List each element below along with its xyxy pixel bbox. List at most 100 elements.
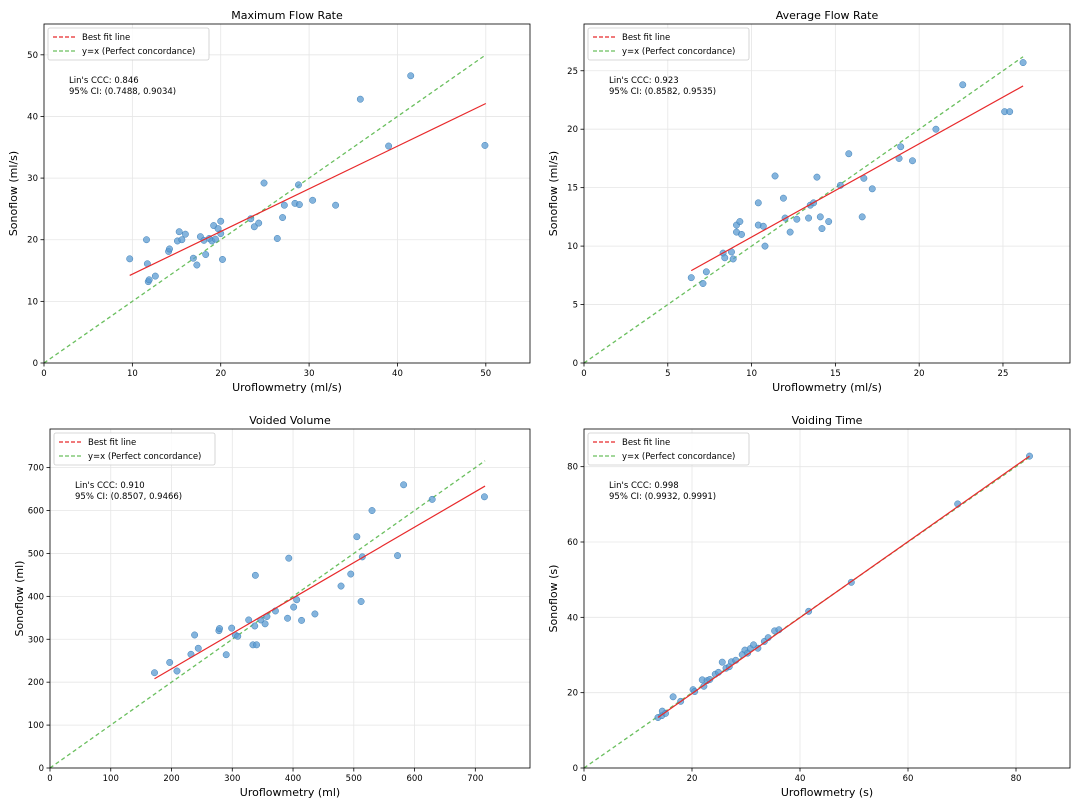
data-point [295,181,302,189]
y-tick-label: 40 [567,613,578,623]
data-point [216,625,223,632]
x-tick-label: 500 [346,774,362,784]
y-tick-label: 0 [33,359,38,369]
chart-panel-3: 0 100 200 300 400 500 600 700 0 100 200 300 400 500 60… [13,414,531,799]
data-point [805,214,813,222]
best-fit-line [154,485,486,680]
y-axis-label: Sonoflow (s) [547,565,560,633]
data-point [189,254,197,262]
y-tick-label: 500 [28,549,44,559]
data-point [771,172,779,180]
data-point [729,255,737,263]
axes-frame [43,23,531,364]
data-point [897,143,905,151]
data-point [959,81,967,89]
data-point [228,624,236,632]
data-point [175,228,183,236]
data-point [261,620,269,628]
identity-line [44,54,487,363]
legend-fit-label: Best fit line [622,33,670,43]
data-point [481,141,489,149]
plot-area [584,56,1027,363]
y-axis-label: Sonoflow (ml/s) [7,151,20,236]
data-point [400,481,408,489]
data-point [217,217,225,225]
data-point [194,644,202,652]
data-point [251,622,259,630]
data-point [932,125,940,133]
data-point [151,272,159,280]
x-axis-label: Uroflowmetry (ml) [240,786,340,799]
data-point [290,603,298,611]
x-tick-label: 15 [830,369,841,379]
legend-box [47,27,210,61]
y-tick-label: 0 [39,764,44,774]
x-tick-label: 80 [1011,774,1022,784]
data-point [222,651,230,659]
data-point [211,235,219,243]
identity-line [584,56,1024,363]
x-tick-label: 20 [687,774,698,784]
data-point [173,667,181,675]
best-fit-line [690,85,1024,272]
data-point [255,219,263,227]
best-fit-line [129,102,487,277]
plot-area [50,460,488,768]
data-point [337,582,345,590]
x-tick-label: 100 [103,774,119,784]
best-fit-line [657,455,1030,719]
data-point [699,280,707,287]
chart-title: Maximum Flow Rate [231,9,343,22]
data-point [347,570,355,578]
legend-box [587,27,750,61]
data-point [260,179,268,187]
y-tick-label: 50 [27,51,38,61]
data-point [193,261,201,269]
data-point [332,201,340,209]
y-tick-label: 400 [28,592,44,602]
ccc-text: Lin's CCC: 0.923 [609,76,679,86]
data-point [143,236,150,244]
data-point [285,554,293,562]
data-point [818,225,826,233]
x-tick-label: 10 [127,369,138,379]
data-point [702,268,710,276]
data-point [687,274,695,282]
x-tick-label: 5 [665,369,670,379]
data-point [293,596,301,604]
data-point [181,230,189,238]
ci-text: 95% CI: (0.8507, 0.9466) [75,492,182,502]
data-point [786,228,794,236]
y-tick-label: 5 [573,301,578,311]
chart-panel-2: 0 5 10 15 20 25 0 5 10 15 20 25 Average Flow Rate Uro… [547,9,1071,394]
data-point [357,598,365,605]
data-point [280,201,288,209]
x-tick-label: 25 [998,369,1009,379]
data-point [845,150,853,158]
data-point [178,236,186,244]
ccc-text: Lin's CCC: 0.846 [69,76,139,86]
data-point [793,215,801,223]
data-point [219,256,226,263]
y-tick-label: 10 [567,242,578,252]
data-point [813,173,821,181]
data-point [356,95,364,103]
data-point [202,251,210,258]
y-tick-label: 20 [27,236,38,246]
x-tick-label: 300 [224,774,240,784]
data-point [251,571,259,579]
data-point [166,658,174,666]
y-tick-label: 20 [567,689,578,699]
data-point [428,495,436,503]
data-point [145,276,153,284]
data-point [718,658,726,666]
legend-identity-label: y=x (Perfect concordance) [622,452,735,462]
x-tick-label: 30 [304,369,315,379]
ci-text: 95% CI: (0.9932, 0.9991) [609,492,716,502]
x-tick-label: 10 [746,369,757,379]
y-tick-label: 40 [27,112,38,122]
data-point [273,235,281,242]
ci-text: 95% CI: (0.7488, 0.9034) [69,87,176,97]
data-point [385,142,393,150]
x-axis-label: Uroflowmetry (ml/s) [232,381,342,394]
